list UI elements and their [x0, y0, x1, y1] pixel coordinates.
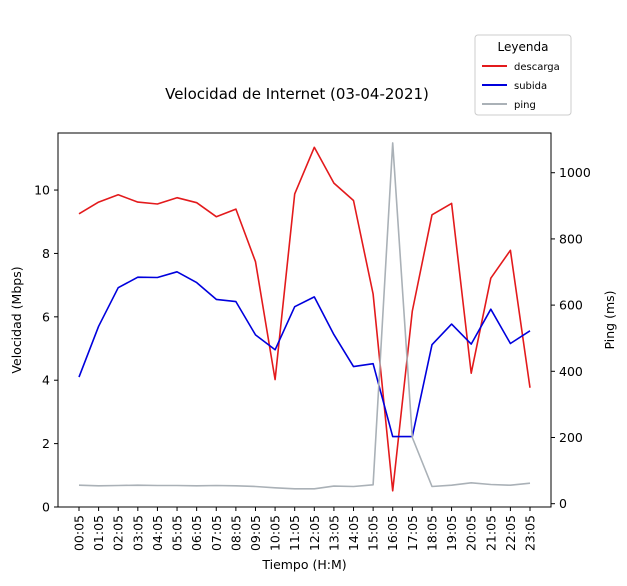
x-tick-label: 03:05 [130, 515, 145, 551]
x-tick-label: 18:05 [425, 515, 440, 551]
series-line-descarga [78, 146, 531, 492]
y2-tick-label: 600 [559, 298, 583, 313]
y2-tick-label: 0 [559, 496, 567, 511]
right-axis-ticks: 0 200 400 600 800 1000 [551, 165, 591, 511]
x-tick-label: 10:05 [268, 515, 283, 551]
x-tick-label: 01:05 [91, 515, 106, 551]
y2-tick-label: 200 [559, 430, 583, 445]
x-tick-label: 17:05 [405, 515, 420, 551]
left-axis-ticks: 0 2 4 6 8 10 [34, 183, 58, 515]
x-tick-label: 07:05 [209, 515, 224, 551]
x-tick-label: 14:05 [346, 515, 361, 551]
x-tick-label: 23:05 [523, 515, 538, 551]
legend-label-ping: ping [514, 100, 536, 111]
x-tick-label: 00:05 [72, 515, 87, 551]
y2-axis-label: Ping (ms) [602, 290, 617, 349]
x-tick-label: 15:05 [366, 515, 381, 551]
y-tick-label: 2 [42, 436, 50, 451]
legend-box [474, 34, 572, 116]
x-tick-label: 11:05 [287, 515, 302, 551]
x-tick-label: 20:05 [464, 515, 479, 551]
chart-title: Velocidad de Internet (03-04-2021) [165, 85, 429, 103]
x-tick-label: 22:05 [503, 515, 518, 551]
x-tick-label: 06:05 [189, 515, 204, 551]
series-layer [78, 142, 531, 492]
x-tick-label: 04:05 [150, 515, 165, 551]
series-line-ping [78, 142, 531, 490]
y-tick-label: 8 [42, 246, 50, 261]
y-tick-label: 0 [42, 500, 50, 515]
legend-label-descarga: descarga [514, 62, 560, 73]
x-axis-label: Tiempo (H:M) [261, 557, 346, 572]
y-tick-label: 4 [42, 373, 50, 388]
x-tick-label: 09:05 [248, 515, 263, 551]
x-tick-label: 16:05 [385, 515, 400, 551]
y2-tick-label: 800 [559, 231, 583, 246]
y2-tick-label: 400 [559, 364, 583, 379]
x-tick-label: 02:05 [111, 515, 126, 551]
x-axis-ticks: 00:05 01:05 02:05 03:05 04:05 05:05 06:05 07:05… [72, 507, 538, 551]
x-tick-label: 21:05 [483, 515, 498, 551]
legend: Leyenda descarga subida ping [474, 34, 572, 116]
y-tick-label: 10 [34, 183, 50, 198]
y-axis-label: Velocidad (Mbps) [9, 266, 24, 373]
y-tick-label: 6 [42, 309, 50, 324]
legend-label-subida: subida [514, 81, 547, 92]
x-tick-label: 05:05 [170, 515, 185, 551]
y2-tick-label: 1000 [559, 165, 591, 180]
x-tick-label: 19:05 [444, 515, 459, 551]
x-tick-label: 12:05 [307, 515, 322, 551]
plot-frame [57, 132, 552, 508]
series-line-subida [78, 270, 531, 438]
x-tick-label: 13:05 [326, 515, 341, 551]
x-tick-label: 08:05 [228, 515, 243, 551]
legend-title: Leyenda [498, 40, 549, 54]
